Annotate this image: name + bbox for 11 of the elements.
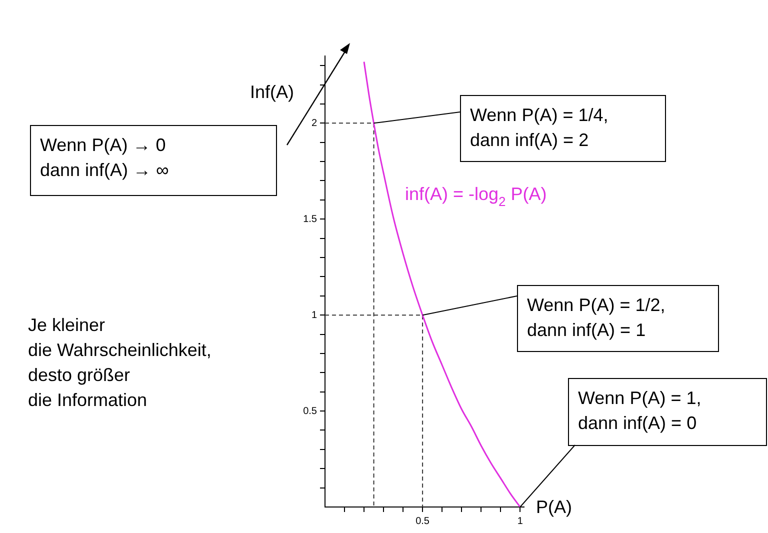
x-axis-title: P(A) [536, 497, 572, 517]
annotation: Wenn P(A) = 1/4, dann inf(A) = 2 [470, 105, 608, 150]
annotation: Wenn P(A) = 1/2, dann inf(A) = 1 [527, 295, 666, 340]
y-tick-label: 1 [311, 310, 318, 321]
y-tick-label: 0.5 [303, 406, 318, 417]
y-axis-title: Inf(A) [250, 82, 294, 102]
text: Je kleiner die Wahrscheinlichkeit, desto größer die Information [28, 315, 212, 410]
y-tick-label: 2 [311, 118, 318, 129]
annotation: Wenn P(A) = 1, dann inf(A) = 0 [578, 388, 702, 433]
text: Wenn P(A) → 0 dann inf(A) → ∞ [40, 135, 170, 180]
y-tick-label: 1.5 [303, 214, 318, 225]
